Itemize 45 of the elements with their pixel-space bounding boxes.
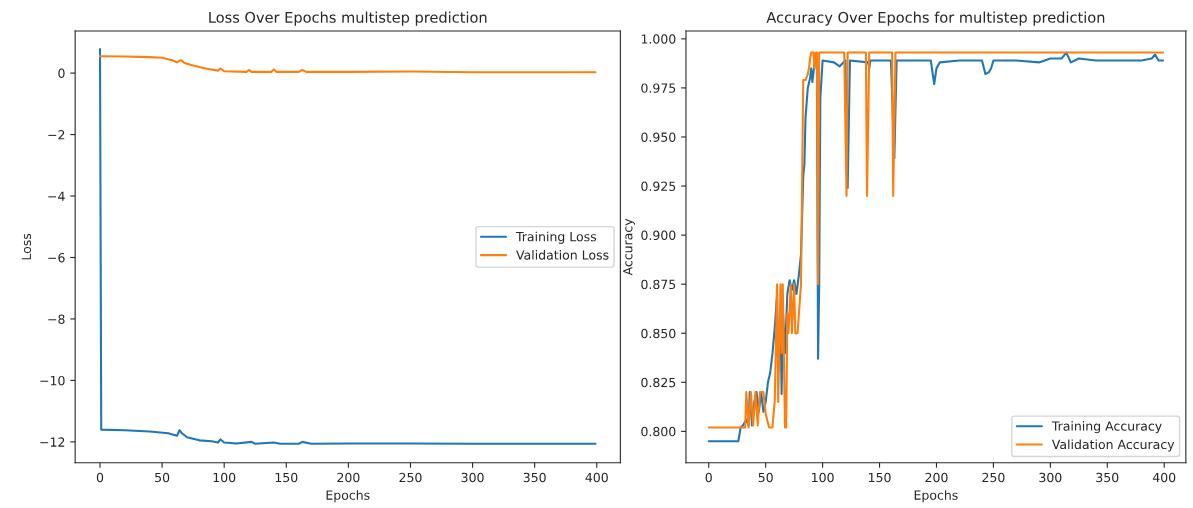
chart-title: Accuracy Over Epochs for multistep prediction	[766, 11, 1105, 26]
x-tick-label: 400	[585, 472, 608, 483]
y-tick-label: 0.950	[641, 132, 676, 142]
x-tick-label: 400	[1152, 472, 1176, 483]
y-tick-label: 0.975	[641, 83, 676, 93]
y-tick-label: −8	[48, 314, 65, 324]
x-tick-label: 350	[523, 472, 546, 483]
x-tick-label: 150	[868, 472, 891, 483]
x-tick-label: 200	[337, 472, 360, 483]
y-tick-label: 0.925	[641, 181, 676, 191]
x-axis-title: Epochs	[914, 490, 958, 503]
x-tick-label: 50	[155, 472, 170, 483]
y-tick-label: 0.825	[641, 377, 676, 388]
legend-label: Training Loss	[515, 231, 597, 244]
y-tick-label: 0.900	[641, 230, 676, 241]
x-tick-label: 300	[1039, 472, 1062, 483]
x-tick-label: 350	[1096, 472, 1119, 483]
y-tick-label: −4	[48, 191, 65, 201]
y-tick-label: −6	[48, 252, 65, 263]
x-tick-label: 0	[705, 472, 712, 483]
y-tick-label: 0.875	[641, 279, 676, 290]
y-tick-label: 1.000	[641, 34, 676, 44]
line-series	[98, 55, 597, 74]
chart-title: Loss Over Epochs multistep prediction	[209, 11, 487, 26]
y-tick-label: 0.850	[641, 328, 676, 339]
x-tick-label: 100	[213, 472, 236, 483]
x-axis-title: Epochs	[326, 490, 370, 503]
y-tick-label: −2	[48, 130, 65, 140]
x-tick-label: 150	[275, 472, 298, 483]
x-tick-label: 300	[461, 472, 484, 483]
x-tick-label: 50	[758, 472, 773, 483]
y-axis-title: Loss	[21, 233, 32, 260]
x-tick-label: 100	[812, 472, 834, 483]
legend-label: Validation Accuracy	[1051, 439, 1175, 452]
x-tick-label: 0	[96, 472, 104, 483]
y-axis-title: Accuracy	[623, 218, 635, 276]
y-tick-label: 0.800	[641, 426, 676, 437]
x-tick-label: 250	[982, 472, 1005, 483]
y-tick-label: −12	[40, 437, 65, 447]
legend-label: Training Accuracy	[1051, 421, 1162, 434]
x-tick-label: 200	[925, 472, 948, 483]
x-tick-label: 250	[399, 472, 422, 483]
legend-label: Validation Loss	[516, 250, 609, 260]
y-tick-label: −10	[40, 375, 65, 386]
y-tick-label: 0	[58, 68, 65, 79]
